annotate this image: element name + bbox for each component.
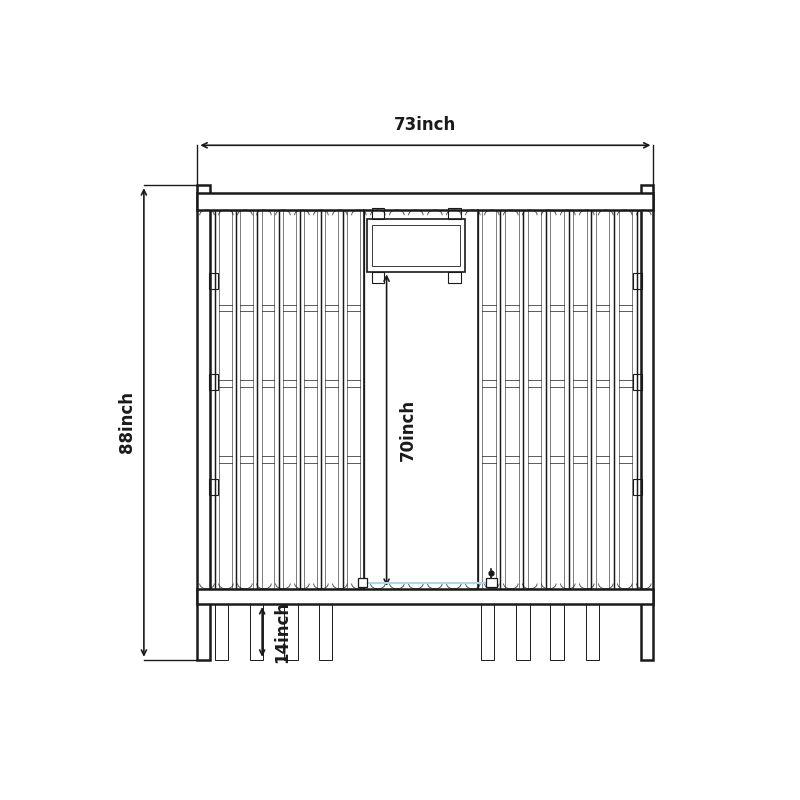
Bar: [633, 273, 642, 289]
Bar: [198, 186, 210, 660]
Bar: [284, 604, 298, 660]
Bar: [546, 210, 569, 589]
Bar: [486, 578, 497, 587]
Bar: [633, 374, 642, 390]
Bar: [342, 210, 364, 589]
Text: 73inch: 73inch: [394, 116, 457, 134]
Bar: [236, 210, 258, 589]
Bar: [633, 479, 642, 495]
Bar: [586, 604, 599, 660]
Bar: [283, 210, 296, 589]
Text: 88inch: 88inch: [118, 391, 136, 454]
Bar: [618, 210, 632, 589]
Bar: [319, 604, 332, 660]
Bar: [198, 194, 654, 210]
Bar: [300, 210, 322, 589]
Bar: [346, 210, 359, 589]
Bar: [637, 210, 641, 589]
Bar: [373, 225, 460, 266]
Bar: [214, 210, 236, 589]
Bar: [250, 604, 263, 660]
Bar: [262, 210, 274, 589]
Bar: [550, 604, 564, 660]
Bar: [641, 186, 654, 660]
Bar: [505, 210, 518, 589]
Text: 70inch: 70inch: [399, 399, 417, 462]
Bar: [214, 604, 228, 660]
Bar: [210, 210, 214, 589]
Bar: [481, 604, 494, 660]
Bar: [591, 210, 614, 589]
Bar: [278, 210, 300, 589]
Bar: [258, 210, 278, 589]
Text: 14inch: 14inch: [274, 601, 291, 663]
Bar: [573, 210, 586, 589]
Bar: [322, 210, 342, 589]
Bar: [219, 210, 232, 589]
Bar: [358, 578, 367, 587]
Bar: [372, 208, 384, 219]
Bar: [448, 271, 461, 282]
Bar: [516, 604, 530, 660]
Bar: [304, 210, 317, 589]
Bar: [209, 479, 218, 495]
Bar: [482, 210, 496, 589]
Bar: [569, 210, 591, 589]
Bar: [448, 208, 461, 219]
Bar: [550, 210, 564, 589]
Bar: [209, 273, 218, 289]
Bar: [478, 210, 501, 589]
Bar: [501, 210, 523, 589]
Bar: [240, 210, 253, 589]
Bar: [614, 210, 637, 589]
Bar: [198, 589, 654, 604]
Bar: [367, 219, 466, 271]
Bar: [528, 210, 542, 589]
Bar: [209, 374, 218, 390]
Bar: [596, 210, 610, 589]
Bar: [326, 210, 338, 589]
Bar: [372, 271, 384, 282]
Bar: [523, 210, 546, 589]
